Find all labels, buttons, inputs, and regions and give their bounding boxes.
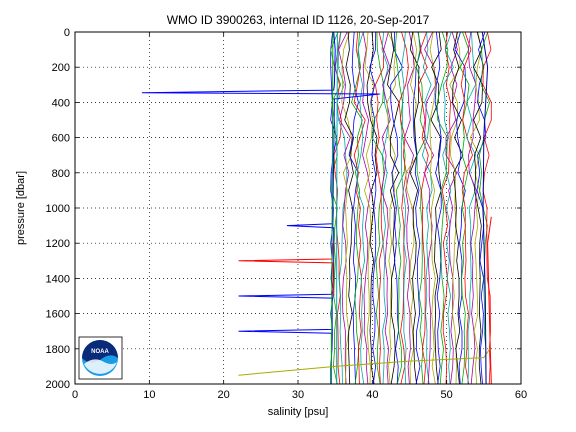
profile-line: [380, 31, 391, 385]
y-tick-label: 1000: [46, 203, 70, 215]
profile-line: [369, 31, 377, 385]
profile-line: [330, 31, 342, 385]
profile-line: [454, 31, 467, 385]
y-tick-label: 600: [52, 133, 70, 145]
series-line: [487, 216, 492, 385]
x-tick-label: 0: [72, 389, 78, 401]
profile-line: [445, 31, 458, 385]
profile-line: [341, 31, 353, 385]
profile-line: [441, 31, 452, 385]
profile-line: [386, 31, 397, 385]
x-tick-label: 40: [366, 389, 378, 401]
profile-line: [466, 31, 477, 385]
profile-line: [423, 31, 437, 385]
y-tick-label: 800: [52, 168, 70, 180]
profile-line: [356, 31, 366, 385]
series-line: [141, 31, 380, 209]
y-tick-label: 200: [52, 62, 70, 74]
profile-line: [442, 31, 454, 385]
y-tick-label: 400: [52, 97, 70, 109]
profile-line: [482, 31, 492, 385]
y-tick-label: 1600: [46, 309, 70, 321]
profile-line: [338, 31, 351, 385]
series-line: [238, 207, 335, 384]
profile-line: [460, 31, 473, 385]
series-line: [481, 31, 489, 385]
y-tick-label: 0: [64, 27, 70, 39]
x-tick-label: 10: [143, 389, 155, 401]
profile-line: [421, 31, 433, 385]
x-tick-label: 50: [441, 389, 453, 401]
y-axis-label: pressure [dbar]: [15, 171, 27, 245]
profile-line: [353, 31, 366, 385]
profile-line: [364, 31, 375, 385]
profile-line: [459, 31, 470, 385]
chart-title: WMO ID 3900263, internal ID 1126, 20-Sep…: [167, 13, 430, 27]
profile-line: [348, 31, 359, 385]
profile-line: [412, 31, 422, 385]
profile-line: [436, 31, 449, 385]
x-axis-label: salinity [psu]: [268, 406, 329, 418]
y-tick-label: 1800: [46, 344, 70, 356]
series-line: [330, 31, 334, 385]
profile-line: [415, 31, 427, 385]
profile-line: [362, 31, 371, 385]
profile-line: [467, 31, 477, 385]
profile-line: [452, 31, 464, 385]
profile-line: [434, 31, 442, 385]
profile-line: [405, 31, 418, 385]
series-line: [336, 31, 338, 384]
profile-lines: [330, 31, 492, 385]
axis-ticks: 0 10 20 30 40 50 60020040060080010001200140016…: [46, 27, 528, 401]
y-tick-label: 1200: [46, 238, 70, 250]
profile-line: [374, 31, 385, 385]
profile-line: [401, 31, 407, 385]
noaa-logo: NOAA: [78, 336, 123, 380]
profile-line: [404, 31, 415, 385]
profile-line: [351, 31, 363, 385]
profile-line: [472, 31, 484, 385]
x-tick-label: 60: [515, 389, 527, 401]
profile-line: [394, 31, 406, 385]
x-tick-label: 30: [292, 389, 304, 401]
series-lines: [141, 31, 492, 385]
profile-line: [429, 31, 436, 385]
profile-line: [469, 31, 483, 385]
noaa-logo-text: NOAA: [91, 349, 109, 355]
profile-line: [344, 31, 355, 385]
x-tick-label: 20: [218, 389, 230, 401]
profile-line: [409, 31, 420, 385]
y-tick-label: 1400: [46, 273, 70, 285]
profile-line: [417, 31, 429, 385]
profile-line: [371, 31, 385, 385]
profile-line: [430, 31, 442, 385]
profile-line: [387, 31, 400, 385]
y-tick-label: 2000: [46, 379, 70, 391]
profile-line: [390, 31, 403, 385]
profile-line: [449, 31, 461, 385]
